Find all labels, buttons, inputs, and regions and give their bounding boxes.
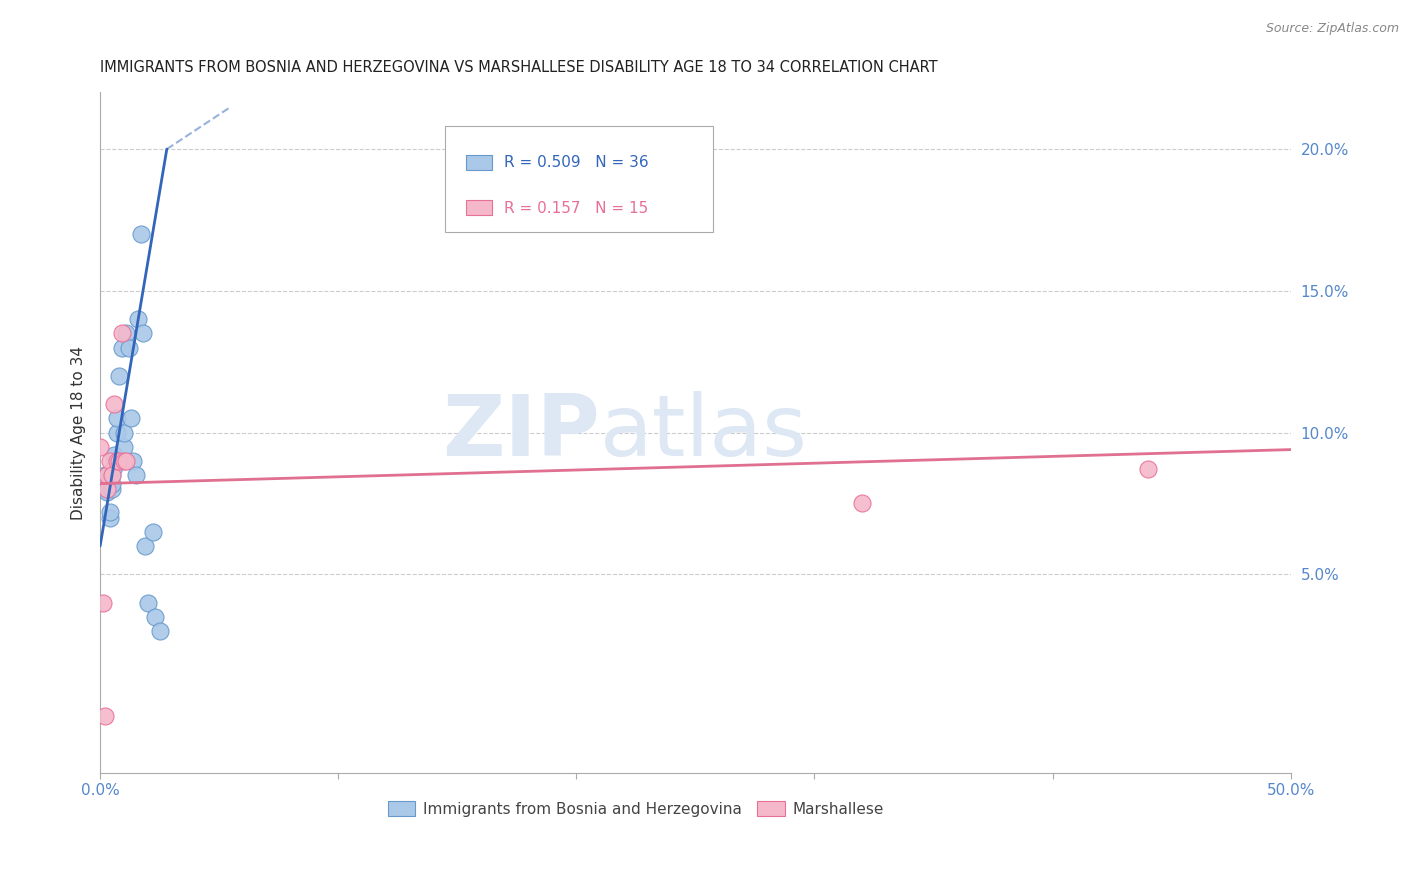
Point: [115, 454, 138, 468]
Point: [96, 474, 118, 488]
Point: [110, 341, 132, 355]
Point: [108, 454, 131, 468]
Point: [98, 474, 121, 488]
Point: [101, 468, 124, 483]
Point: [89, 440, 111, 454]
Point: [125, 468, 148, 483]
Point: [103, 459, 125, 474]
Point: [1136, 462, 1159, 476]
Point: [112, 454, 135, 468]
Text: Source: ZipAtlas.com: Source: ZipAtlas.com: [1265, 22, 1399, 36]
Point: [98, 454, 121, 468]
Point: [94, 709, 117, 723]
Point: [91, 474, 114, 488]
Point: [94, 468, 117, 483]
Point: [103, 448, 125, 462]
Point: [101, 476, 124, 491]
Point: [143, 610, 166, 624]
FancyBboxPatch shape: [446, 127, 713, 232]
Point: [96, 476, 118, 491]
Point: [96, 483, 118, 497]
Point: [91, 596, 114, 610]
Point: [120, 411, 142, 425]
Point: [149, 624, 172, 638]
Point: [136, 596, 159, 610]
Text: atlas: atlas: [600, 391, 808, 474]
FancyBboxPatch shape: [465, 154, 492, 169]
Point: [108, 368, 131, 383]
Text: R = 0.157   N = 15: R = 0.157 N = 15: [503, 201, 648, 216]
Text: R = 0.509   N = 36: R = 0.509 N = 36: [503, 155, 648, 170]
Point: [110, 326, 132, 341]
Point: [96, 485, 118, 500]
Point: [105, 425, 128, 440]
FancyBboxPatch shape: [465, 200, 492, 215]
Point: [141, 524, 163, 539]
Point: [105, 454, 128, 468]
Point: [103, 397, 125, 411]
Point: [118, 341, 141, 355]
Point: [129, 227, 152, 242]
Legend: Immigrants from Bosnia and Herzegovina, Marshallese: Immigrants from Bosnia and Herzegovina, …: [382, 795, 890, 823]
Text: IMMIGRANTS FROM BOSNIA AND HERZEGOVINA VS MARSHALLESE DISABILITY AGE 18 TO 34 CO: IMMIGRANTS FROM BOSNIA AND HERZEGOVINA V…: [100, 60, 938, 75]
Point: [94, 471, 117, 485]
Point: [98, 510, 121, 524]
Point: [115, 326, 138, 341]
Point: [127, 312, 149, 326]
Point: [96, 468, 118, 483]
Y-axis label: Disability Age 18 to 34: Disability Age 18 to 34: [72, 345, 86, 519]
Point: [112, 425, 135, 440]
Point: [101, 468, 124, 483]
Point: [851, 496, 873, 510]
Point: [101, 483, 124, 497]
Text: ZIP: ZIP: [443, 391, 600, 474]
Point: [122, 454, 145, 468]
Point: [132, 326, 155, 341]
Point: [91, 476, 114, 491]
Point: [105, 411, 128, 425]
Point: [112, 440, 135, 454]
Point: [134, 539, 156, 553]
Point: [94, 476, 117, 491]
Point: [94, 483, 117, 497]
Point: [98, 505, 121, 519]
